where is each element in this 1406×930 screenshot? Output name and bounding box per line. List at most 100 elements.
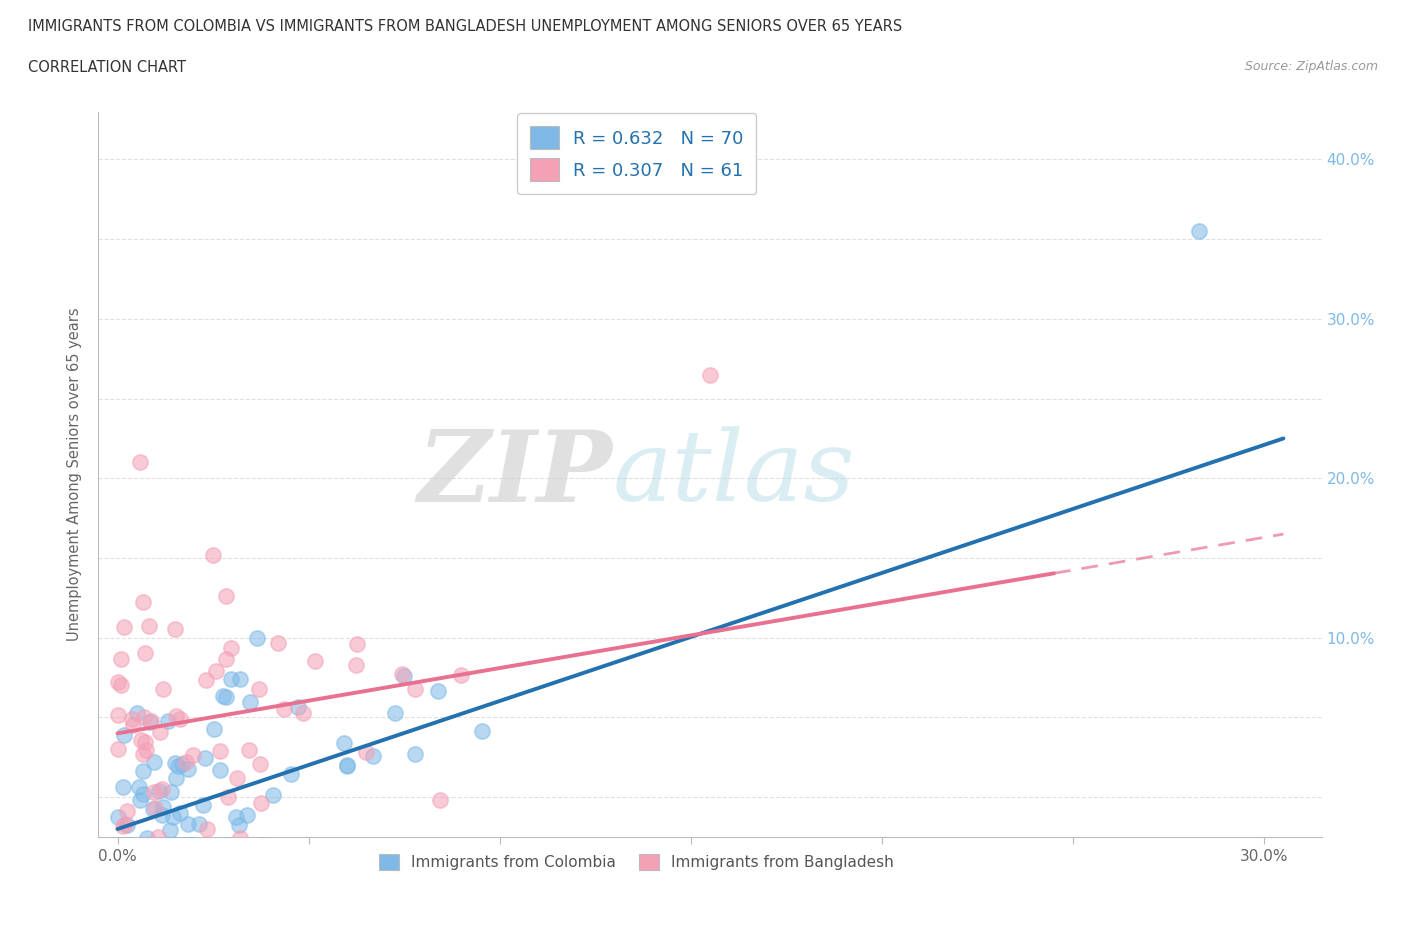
Point	[114, 838, 136, 853]
Point	[250, 795, 273, 810]
Point	[134, 645, 156, 660]
Point	[152, 799, 174, 814]
Point	[208, 743, 231, 758]
Point	[114, 838, 136, 853]
Point	[157, 838, 180, 853]
Point	[169, 711, 191, 726]
Point	[128, 779, 150, 794]
Point	[107, 707, 129, 722]
Point	[336, 758, 359, 773]
Point	[150, 838, 173, 853]
Point	[699, 367, 721, 382]
Point	[169, 805, 191, 820]
Point	[112, 818, 135, 833]
Legend: Immigrants from Colombia, Immigrants from Bangladesh: Immigrants from Colombia, Immigrants fro…	[373, 847, 900, 876]
Point	[204, 664, 226, 679]
Point	[391, 667, 413, 682]
Point	[215, 652, 238, 667]
Point	[157, 713, 180, 728]
Point	[221, 672, 243, 687]
Point	[107, 810, 129, 825]
Point	[170, 757, 193, 772]
Point	[228, 817, 250, 832]
Point	[134, 838, 156, 853]
Point	[247, 682, 270, 697]
Point	[1188, 224, 1211, 239]
Point	[112, 619, 135, 634]
Point	[219, 641, 242, 656]
Point	[177, 817, 200, 831]
Point	[129, 792, 152, 807]
Point	[202, 722, 225, 737]
Point	[159, 785, 181, 800]
Point	[292, 706, 315, 721]
Point	[162, 809, 184, 824]
Point	[134, 735, 156, 750]
Point	[212, 688, 235, 703]
Point	[201, 548, 224, 563]
Point	[163, 755, 186, 770]
Point	[143, 801, 166, 816]
Point	[142, 802, 165, 817]
Point	[336, 757, 359, 772]
Point	[138, 619, 160, 634]
Point	[262, 788, 284, 803]
Point	[225, 770, 247, 785]
Point	[134, 710, 156, 724]
Y-axis label: Unemployment Among Seniors over 65 years: Unemployment Among Seniors over 65 years	[67, 308, 83, 641]
Point	[173, 838, 195, 853]
Point	[177, 762, 200, 777]
Point	[150, 838, 173, 853]
Point	[471, 724, 494, 738]
Point	[148, 830, 170, 844]
Point	[429, 792, 451, 807]
Point	[150, 782, 173, 797]
Point	[114, 817, 136, 831]
Point	[208, 763, 231, 777]
Point	[235, 807, 257, 822]
Point	[138, 838, 160, 853]
Point	[173, 838, 195, 853]
Point	[149, 725, 172, 740]
Point	[115, 817, 138, 832]
Point	[426, 684, 449, 698]
Point	[392, 669, 415, 684]
Text: atlas: atlas	[612, 427, 855, 522]
Point	[143, 784, 166, 799]
Point	[107, 674, 129, 689]
Point	[238, 743, 260, 758]
Point	[110, 677, 132, 692]
Point	[120, 838, 142, 853]
Point	[187, 817, 209, 831]
Point	[404, 681, 426, 696]
Point	[195, 821, 218, 836]
Point	[356, 745, 378, 760]
Point	[280, 767, 302, 782]
Point	[193, 798, 215, 813]
Point	[229, 672, 252, 687]
Point	[195, 672, 218, 687]
Point	[132, 594, 155, 609]
Point	[384, 706, 406, 721]
Point	[225, 809, 247, 824]
Point	[165, 709, 187, 724]
Point	[363, 749, 385, 764]
Point	[250, 838, 273, 853]
Point	[135, 742, 157, 757]
Point	[152, 682, 174, 697]
Point	[122, 718, 145, 733]
Point	[217, 790, 239, 804]
Point	[229, 830, 252, 845]
Text: Source: ZipAtlas.com: Source: ZipAtlas.com	[1244, 60, 1378, 73]
Point	[121, 711, 143, 726]
Point	[249, 756, 271, 771]
Point	[142, 754, 165, 769]
Point	[112, 838, 135, 853]
Point	[108, 838, 131, 853]
Point	[177, 838, 200, 853]
Point	[165, 622, 187, 637]
Point	[194, 751, 217, 765]
Text: ZIP: ZIP	[418, 426, 612, 523]
Point	[246, 631, 269, 645]
Point	[183, 748, 205, 763]
